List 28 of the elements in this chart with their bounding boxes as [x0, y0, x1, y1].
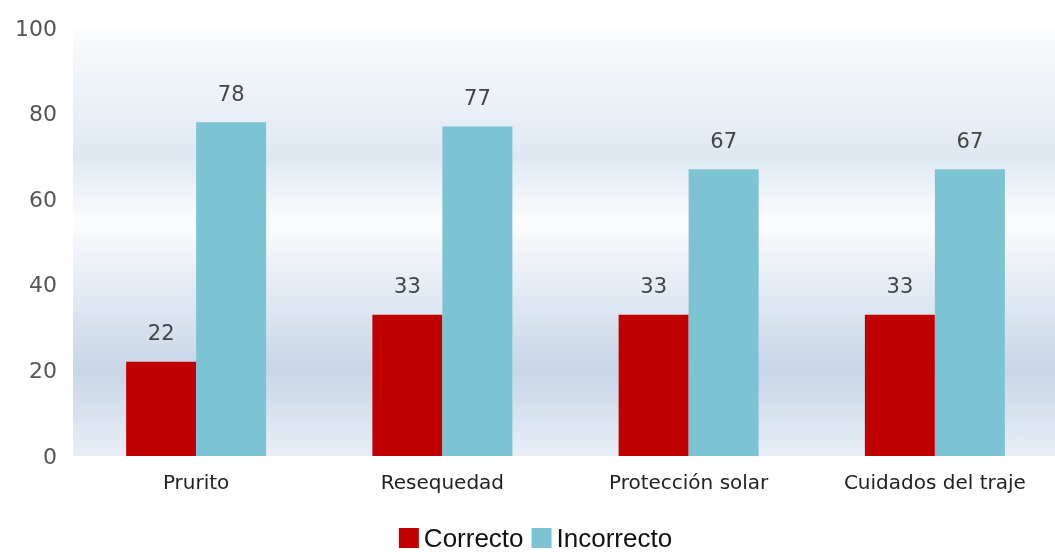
- y-tick-label: 60: [29, 186, 57, 212]
- y-tick-label: 100: [15, 15, 57, 41]
- data-label: 67: [710, 128, 737, 153]
- x-tick-label: Cuidados del traje: [843, 470, 1026, 494]
- data-label: 77: [464, 85, 491, 110]
- legend-label: Correcto: [423, 523, 524, 552]
- bar: [126, 361, 197, 456]
- legend-label: Incorrecto: [556, 523, 673, 552]
- y-tick-label: 20: [29, 357, 57, 383]
- data-label: 22: [147, 321, 175, 346]
- bar: [442, 126, 513, 456]
- bar: [618, 314, 689, 456]
- bar: [372, 314, 443, 456]
- y-tick-label: 0: [43, 443, 57, 469]
- data-label: 33: [394, 274, 421, 299]
- bar: [934, 169, 1005, 456]
- bar: [196, 122, 267, 456]
- data-label: 78: [217, 81, 245, 106]
- bar: [864, 314, 935, 456]
- data-label: 33: [886, 274, 914, 299]
- data-label: 33: [640, 274, 667, 299]
- x-tick-label: Prurito: [162, 470, 230, 494]
- x-tick-label: Resequedad: [380, 470, 505, 494]
- data-label: 67: [956, 128, 984, 153]
- y-tick-label: 80: [29, 101, 57, 127]
- y-tick-label: 40: [29, 272, 57, 298]
- x-tick-label: Protección solar: [608, 470, 770, 494]
- bar: [688, 169, 759, 456]
